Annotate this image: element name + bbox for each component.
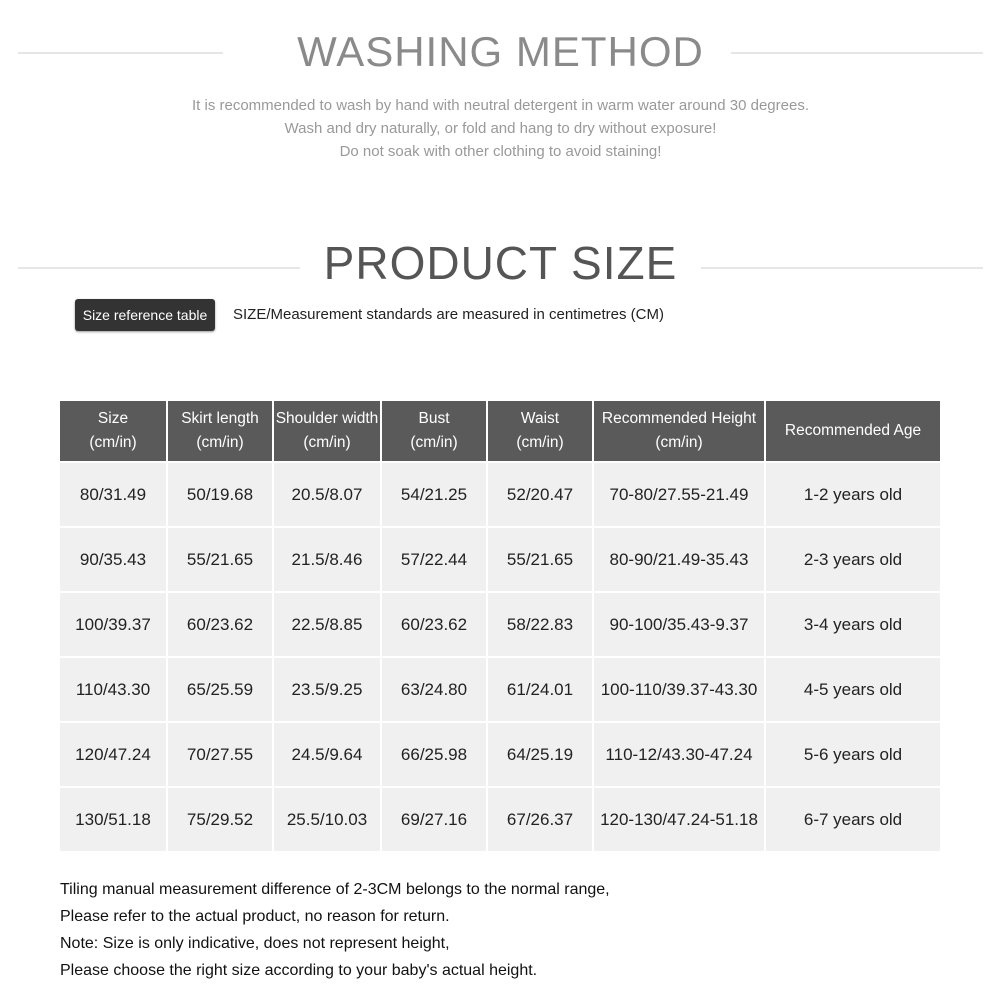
table-cell: 130/51.18: [60, 788, 166, 851]
column-header: Waist (cm/in): [488, 401, 592, 461]
table-cell: 110/43.30: [60, 658, 166, 721]
table-cell: 5-6 years old: [766, 723, 940, 786]
table-cell: 1-2 years old: [766, 463, 940, 526]
table-cell: 63/24.80: [382, 658, 486, 721]
table-cell: 55/21.65: [488, 528, 592, 591]
column-header: Shoulder width (cm/in): [274, 401, 380, 461]
column-header-text: (cm/in): [516, 434, 564, 451]
washing-title: WASHING METHOD: [297, 28, 704, 75]
column-header: Recommended Height (cm/in): [594, 401, 764, 461]
column-header-text: Bust: [418, 410, 450, 427]
table-cell: 2-3 years old: [766, 528, 940, 591]
table-cell: 58/22.83: [488, 593, 592, 656]
size-table: Size (cm/in) Skirt length (cm/in) Shoulder w…: [58, 399, 942, 853]
washing-line: It is recommended to wash by hand with n…: [191, 97, 809, 114]
divider: [18, 52, 223, 54]
table-cell: 21.5/8.46: [274, 528, 380, 591]
column-header-text: Waist: [520, 410, 560, 427]
table-cell: 90-100/35.43-9.37: [594, 593, 764, 656]
table-cell: 66/25.98: [382, 723, 486, 786]
footer-line: Please refer to the actual product, no r…: [60, 908, 450, 925]
table-cell: 100-110/39.37-43.30: [594, 658, 764, 721]
column-header: Skirt length (cm/in): [168, 401, 272, 461]
table-cell: 80/31.49: [60, 463, 166, 526]
column-header-text: Recommended Height: [601, 410, 757, 427]
footer-line: Please choose the right size according t…: [60, 962, 538, 979]
table-cell: 80-90/21.49-35.43: [594, 528, 764, 591]
table-cell: 52/20.47: [488, 463, 592, 526]
column-header-text: (cm/in): [89, 434, 137, 451]
table-cell: 22.5/8.85: [274, 593, 380, 656]
table-cell: 90/35.43: [60, 528, 166, 591]
washing-line: Do not soak with other clothing to avoid…: [339, 143, 662, 160]
column-header-text: Shoulder width: [275, 410, 379, 427]
column-header: Size (cm/in): [60, 401, 166, 461]
table-cell: 60/23.62: [168, 593, 272, 656]
table-cell: 70/27.55: [168, 723, 272, 786]
column-header-text: (cm/in): [196, 434, 244, 451]
table-cell: 55/21.65: [168, 528, 272, 591]
table-cell: 64/25.19: [488, 723, 592, 786]
table-row: 120/47.24 70/27.55 24.5/9.64 66/25.98 64/25.…: [60, 723, 940, 786]
table-cell: 100/39.37: [60, 593, 166, 656]
table-header-row: Size (cm/in) Skirt length (cm/in) Shoulder w…: [60, 401, 940, 461]
table-cell: 69/27.16: [382, 788, 486, 851]
column-header-text: Skirt length: [181, 410, 259, 427]
table-cell: 24.5/9.64: [274, 723, 380, 786]
washing-line: Wash and dry naturally, or fold and hang…: [284, 120, 717, 137]
table-cell: 120-130/47.24-51.18: [594, 788, 764, 851]
table-cell: 6-7 years old: [766, 788, 940, 851]
table-cell: 61/24.01: [488, 658, 592, 721]
column-header: Bust (cm/in): [382, 401, 486, 461]
footer-notes: Tiling manual measurement difference of …: [60, 876, 610, 984]
divider: [701, 267, 983, 269]
footer-line: Tiling manual measurement difference of …: [60, 881, 610, 898]
column-header-text: Recommended Age: [784, 422, 922, 439]
table-cell: 60/23.62: [382, 593, 486, 656]
column-header-text: (cm/in): [410, 434, 458, 451]
table-cell: 4-5 years old: [766, 658, 940, 721]
size-reference-badge: Size reference table: [75, 299, 215, 331]
column-header-text: Size: [97, 410, 129, 427]
column-header: Recommended Age: [766, 401, 940, 461]
table-cell: 70-80/27.55-21.49: [594, 463, 764, 526]
table-cell: 57/22.44: [382, 528, 486, 591]
table-row: 80/31.49 50/19.68 20.5/8.07 54/21.25 52/20.4…: [60, 463, 940, 526]
table-cell: 54/21.25: [382, 463, 486, 526]
column-header-text: (cm/in): [655, 434, 703, 451]
table-row: 90/35.43 55/21.65 21.5/8.46 57/22.44 55/21.6…: [60, 528, 940, 591]
table-cell: 120/47.24: [60, 723, 166, 786]
table-cell: 75/29.52: [168, 788, 272, 851]
footer-line: Note: Size is only indicative, does not …: [60, 935, 450, 952]
column-header-text: (cm/in): [303, 434, 351, 451]
table-cell: 110-12/43.30-47.24: [594, 723, 764, 786]
table-cell: 3-4 years old: [766, 593, 940, 656]
table-cell: 67/26.37: [488, 788, 592, 851]
table-row: 100/39.37 60/23.62 22.5/8.85 60/23.62 58/22.…: [60, 593, 940, 656]
table-cell: 20.5/8.07: [274, 463, 380, 526]
table-row: 130/51.18 75/29.52 25.5/10.03 69/27.16 67/26…: [60, 788, 940, 851]
table-cell: 25.5/10.03: [274, 788, 380, 851]
table-row: 110/43.30 65/25.59 23.5/9.25 63/24.80 61/24.…: [60, 658, 940, 721]
measurement-note: SIZE/Measurement standards are measured …: [233, 306, 664, 323]
divider: [731, 52, 983, 54]
table-cell: 65/25.59: [168, 658, 272, 721]
product-size-title: PRODUCT SIZE: [323, 237, 678, 289]
washing-instructions: It is recommended to wash by hand with n…: [0, 94, 1001, 163]
divider: [18, 267, 300, 269]
table-cell: 23.5/9.25: [274, 658, 380, 721]
table-cell: 50/19.68: [168, 463, 272, 526]
